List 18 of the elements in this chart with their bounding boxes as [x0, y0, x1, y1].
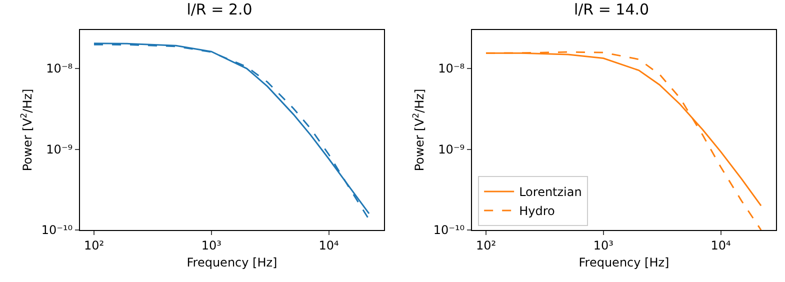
y-tick-label: 10⁻⁸	[438, 62, 465, 76]
chart-title: l/R = 2.0	[186, 0, 252, 19]
y-tick-label: 10⁻⁸	[46, 62, 73, 76]
y-tick-label: 10⁻¹⁰	[433, 223, 465, 238]
y-tick-label: 10⁻¹⁰	[41, 223, 73, 238]
x-axis-title: Frequency [Hz]	[578, 255, 670, 270]
x-axis-title: Frequency [Hz]	[186, 255, 278, 270]
y-tick-label: 10⁻⁹	[438, 142, 465, 156]
x-tick-label: 10²	[84, 238, 104, 252]
x-tick-label: 10²	[476, 238, 496, 252]
y-tick-label: 10⁻⁹	[46, 142, 73, 156]
x-tick-label: 10⁴	[318, 238, 340, 252]
x-tick-label: 10³	[593, 238, 614, 252]
legend-label: Hydro	[519, 204, 555, 218]
chart-title: l/R = 14.0	[574, 0, 650, 19]
x-tick-label: 10⁴	[710, 238, 732, 252]
x-tick-label: 10³	[201, 238, 222, 252]
legend-label: Lorentzian	[519, 185, 582, 200]
